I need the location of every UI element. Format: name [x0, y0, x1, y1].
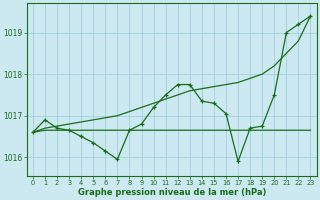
- X-axis label: Graphe pression niveau de la mer (hPa): Graphe pression niveau de la mer (hPa): [77, 188, 266, 197]
